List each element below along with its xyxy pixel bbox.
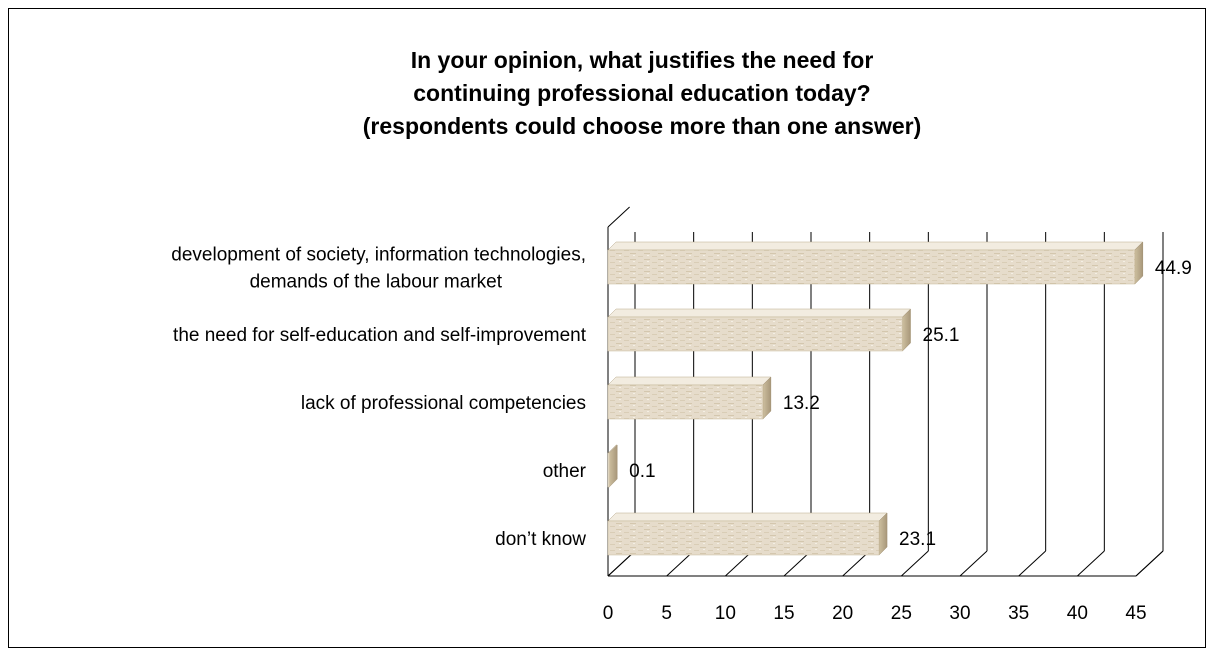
bar <box>607 384 764 420</box>
bar-top-face <box>607 512 888 522</box>
chart-title: In your opinion, what justifies the need… <box>0 44 1208 143</box>
bar-top-face <box>607 308 912 318</box>
data-label: 0.1 <box>629 461 655 482</box>
category-label: don’t know <box>495 529 586 550</box>
left-wall-top-edge <box>607 206 630 228</box>
chart-title-line-1: In your opinion, what justifies the need… <box>410 47 874 73</box>
chart-title-line-2: continuing professional education today? <box>413 80 871 106</box>
floor-gridline <box>1135 550 1164 577</box>
chart-frame <box>8 8 1206 648</box>
bar-top-face <box>607 376 772 386</box>
x-tick-label: 15 <box>773 603 794 624</box>
chart-title-line-3: (respondents could choose more than one … <box>362 113 922 139</box>
data-label: 44.9 <box>1155 258 1192 279</box>
category-label: other <box>543 461 587 482</box>
bar-top-face <box>607 241 1144 251</box>
x-tick-label: 30 <box>949 603 970 624</box>
x-tick-label: 35 <box>1008 603 1029 624</box>
x-tick-label: 5 <box>661 603 672 624</box>
floor-gridline <box>1018 550 1047 577</box>
x-tick-label: 0 <box>603 603 614 624</box>
floor-gridline <box>1076 550 1105 577</box>
floor-gridline <box>959 550 988 577</box>
x-tick-label: 10 <box>715 603 736 624</box>
x-tick-label: 20 <box>832 603 853 624</box>
bar <box>607 316 903 352</box>
bar <box>607 452 610 488</box>
category-label: development of society, information tech… <box>171 245 586 266</box>
data-label: 13.2 <box>783 393 820 414</box>
data-label: 25.1 <box>923 325 960 346</box>
x-tick-label: 40 <box>1067 603 1088 624</box>
x-tick-label: 45 <box>1125 603 1146 624</box>
floor-gridline <box>900 550 929 577</box>
x-tick-label: 25 <box>891 603 912 624</box>
data-label: 23.1 <box>899 529 936 550</box>
category-label: demands of the labour market <box>250 272 503 293</box>
category-label: the need for self-education and self-imp… <box>173 325 587 346</box>
category-label: lack of professional competencies <box>301 393 586 414</box>
bar <box>607 249 1136 285</box>
bar <box>607 520 880 556</box>
